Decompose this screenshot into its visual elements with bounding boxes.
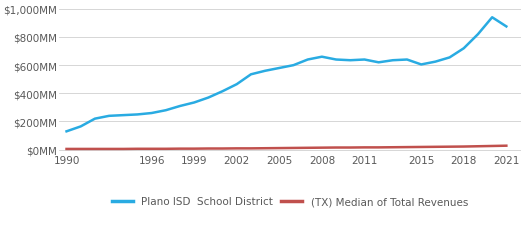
- (TX) Median of Total Revenues: [404, 146, 410, 149]
- (TX) Median of Total Revenues: [162, 148, 169, 150]
- Plano ISD  School District: [418, 64, 424, 67]
- Plano ISD  School District: [276, 67, 282, 70]
- (TX) Median of Total Revenues: [446, 146, 453, 148]
- (TX) Median of Total Revenues: [134, 148, 140, 150]
- (TX) Median of Total Revenues: [106, 148, 112, 151]
- (TX) Median of Total Revenues: [319, 147, 325, 149]
- Plano ISD  School District: [248, 74, 254, 76]
- Plano ISD  School District: [432, 61, 439, 64]
- Plano ISD  School District: [489, 17, 495, 19]
- Plano ISD  School District: [148, 112, 155, 115]
- Plano ISD  School District: [319, 56, 325, 59]
- (TX) Median of Total Revenues: [503, 145, 509, 147]
- (TX) Median of Total Revenues: [78, 148, 84, 151]
- Plano ISD  School District: [120, 114, 126, 117]
- Plano ISD  School District: [475, 34, 481, 36]
- (TX) Median of Total Revenues: [276, 147, 282, 150]
- Plano ISD  School District: [177, 105, 183, 108]
- Plano ISD  School District: [376, 62, 382, 64]
- (TX) Median of Total Revenues: [362, 146, 368, 149]
- Plano ISD  School District: [63, 130, 70, 133]
- Plano ISD  School District: [503, 26, 509, 29]
- (TX) Median of Total Revenues: [262, 147, 268, 150]
- (TX) Median of Total Revenues: [376, 146, 382, 149]
- (TX) Median of Total Revenues: [489, 145, 495, 148]
- Plano ISD  School District: [404, 59, 410, 62]
- Legend: Plano ISD  School District, (TX) Median of Total Revenues: Plano ISD School District, (TX) Median o…: [108, 192, 472, 211]
- Plano ISD  School District: [262, 70, 268, 73]
- Plano ISD  School District: [234, 83, 240, 86]
- (TX) Median of Total Revenues: [304, 147, 311, 150]
- (TX) Median of Total Revenues: [418, 146, 424, 149]
- Plano ISD  School District: [134, 114, 140, 116]
- Plano ISD  School District: [92, 118, 98, 120]
- Plano ISD  School District: [78, 125, 84, 128]
- (TX) Median of Total Revenues: [234, 147, 240, 150]
- Plano ISD  School District: [461, 48, 467, 50]
- (TX) Median of Total Revenues: [177, 148, 183, 150]
- (TX) Median of Total Revenues: [120, 148, 126, 151]
- Plano ISD  School District: [304, 59, 311, 62]
- Plano ISD  School District: [205, 97, 212, 99]
- Plano ISD  School District: [362, 59, 368, 62]
- Plano ISD  School District: [220, 90, 226, 93]
- (TX) Median of Total Revenues: [347, 147, 353, 149]
- (TX) Median of Total Revenues: [148, 148, 155, 150]
- (TX) Median of Total Revenues: [63, 148, 70, 151]
- (TX) Median of Total Revenues: [461, 145, 467, 148]
- (TX) Median of Total Revenues: [390, 146, 396, 149]
- Plano ISD  School District: [162, 109, 169, 112]
- (TX) Median of Total Revenues: [432, 146, 439, 149]
- Plano ISD  School District: [290, 65, 297, 67]
- (TX) Median of Total Revenues: [220, 147, 226, 150]
- Line: (TX) Median of Total Revenues: (TX) Median of Total Revenues: [67, 146, 506, 149]
- (TX) Median of Total Revenues: [205, 147, 212, 150]
- Plano ISD  School District: [333, 59, 339, 62]
- (TX) Median of Total Revenues: [191, 148, 198, 150]
- Plano ISD  School District: [446, 57, 453, 60]
- (TX) Median of Total Revenues: [92, 148, 98, 151]
- Line: Plano ISD  School District: Plano ISD School District: [67, 18, 506, 132]
- (TX) Median of Total Revenues: [290, 147, 297, 150]
- (TX) Median of Total Revenues: [333, 147, 339, 149]
- Plano ISD  School District: [191, 102, 198, 104]
- Plano ISD  School District: [390, 60, 396, 62]
- (TX) Median of Total Revenues: [475, 145, 481, 148]
- (TX) Median of Total Revenues: [248, 147, 254, 150]
- Plano ISD  School District: [347, 60, 353, 62]
- Plano ISD  School District: [106, 115, 112, 118]
